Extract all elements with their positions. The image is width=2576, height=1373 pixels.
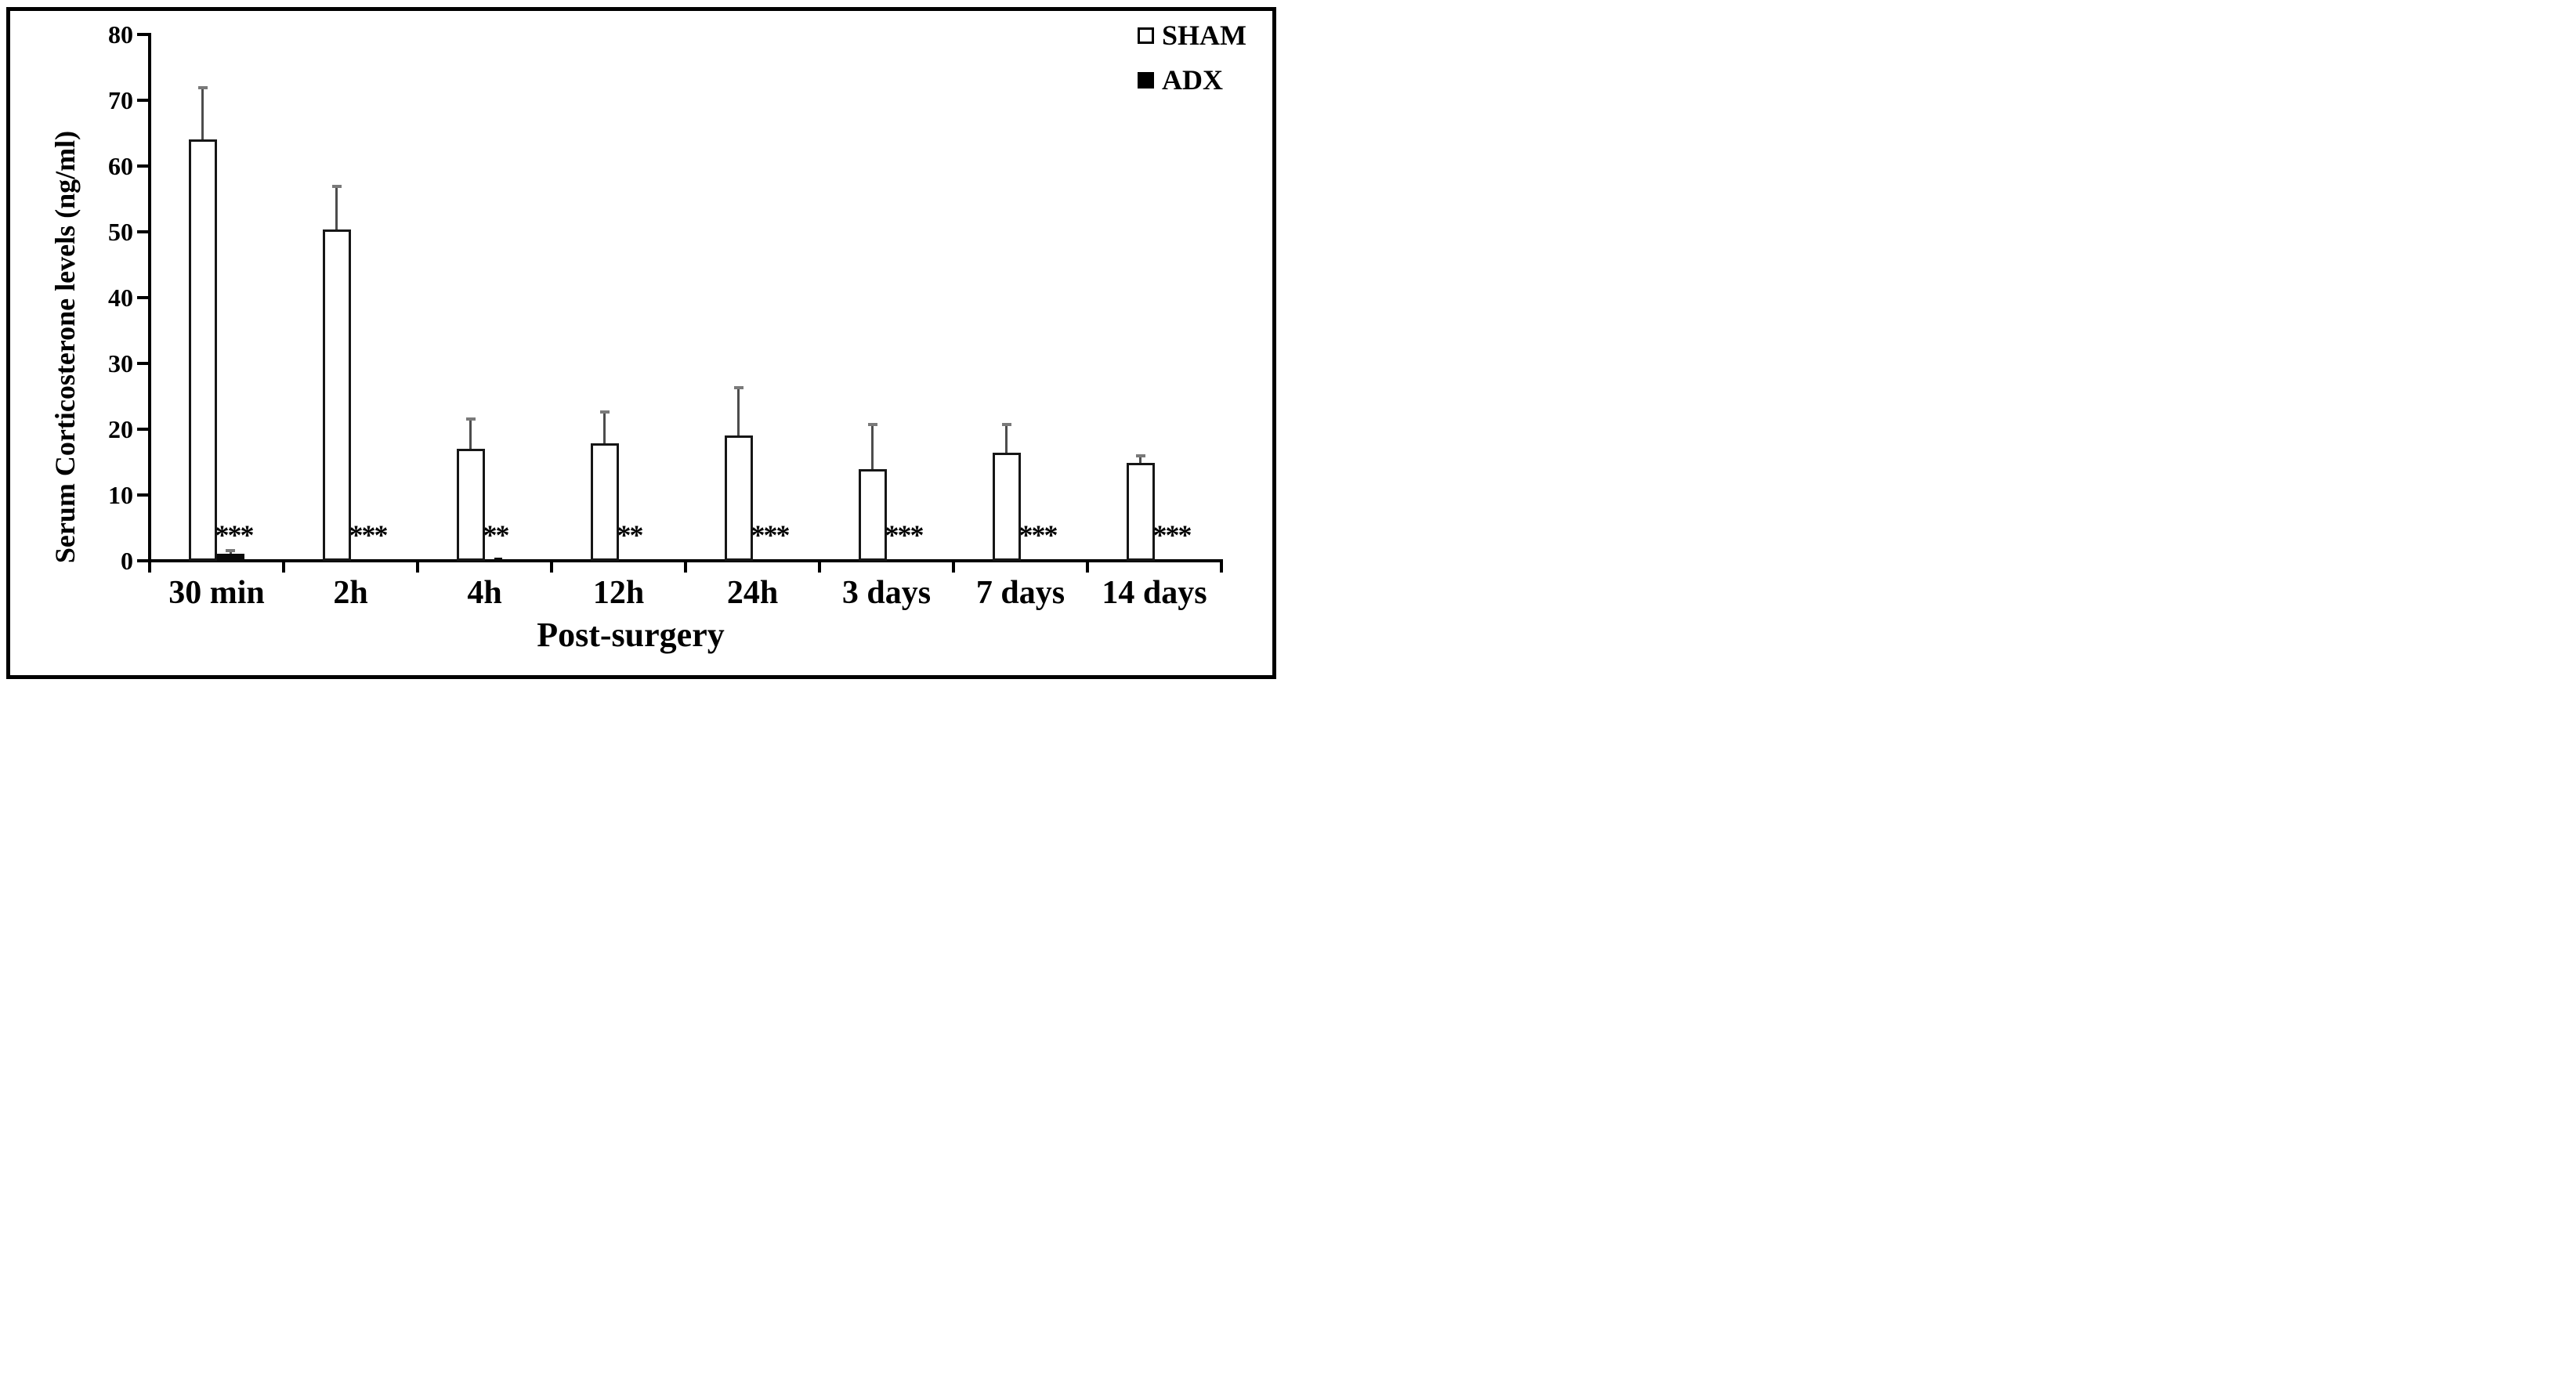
error-bar-stem: [335, 186, 338, 235]
y-tick-label: 80: [108, 20, 133, 49]
significance-marker: ***: [215, 519, 255, 551]
sham-bar: [992, 453, 1021, 561]
y-tick-label: 60: [108, 152, 133, 180]
x-axis-title: Post-surgery: [537, 616, 725, 654]
x-axis-tick: [818, 562, 821, 573]
x-axis-tick: [684, 562, 687, 573]
x-axis-tick: [416, 562, 419, 573]
error-bar-cap: [733, 386, 743, 390]
x-category-label: 2h: [333, 575, 368, 611]
y-axis-tick: [137, 362, 148, 365]
error-bar-stem: [871, 425, 874, 475]
sham-bar: [590, 443, 619, 561]
error-bar-cap: [331, 184, 342, 188]
figure-border: [6, 7, 1276, 679]
sham-bar: [1126, 462, 1155, 561]
error-bar-cap: [1135, 453, 1145, 457]
error-bar-cap: [226, 548, 235, 552]
x-axis-tick: [952, 562, 955, 573]
x-category-label: 3 days: [841, 575, 932, 611]
y-axis-tick: [137, 33, 148, 36]
y-tick-label: 20: [108, 415, 133, 443]
adx-filled-square-icon: [1138, 71, 1154, 89]
x-axis-tick: [1086, 562, 1089, 573]
significance-marker: **: [617, 519, 644, 551]
y-tick-label: 0: [121, 547, 133, 575]
error-bar-cap: [599, 410, 610, 414]
x-axis-tick: [1220, 562, 1223, 573]
y-tick-label: 50: [108, 218, 133, 246]
error-bar-cap: [1001, 423, 1011, 427]
error-bar-stem: [737, 388, 740, 440]
x-axis-line: [148, 559, 1223, 562]
legend: SHAM ADX: [1138, 20, 1246, 115]
x-category-label: 4h: [467, 575, 502, 611]
significance-marker: ***: [1018, 519, 1058, 551]
significance-marker: ***: [751, 519, 791, 551]
y-tick-label: 30: [108, 349, 133, 378]
adx-bar: [494, 557, 502, 561]
error-bar-stem: [603, 411, 606, 448]
sham-bar: [188, 139, 217, 561]
error-bar-cap: [197, 85, 208, 89]
x-category-label: 7 days: [975, 575, 1065, 611]
x-category-label: 14 days: [1102, 575, 1207, 611]
legend-item-adx: ADX: [1138, 64, 1246, 96]
error-bar-stem: [201, 87, 204, 145]
figure: Serum Corticosterone levels (ng/ml) Post…: [0, 0, 1288, 686]
y-tick-label: 10: [108, 481, 133, 509]
legend-item-sham: SHAM: [1138, 20, 1246, 51]
sham-open-square-icon: [1138, 27, 1154, 44]
x-axis-tick: [148, 562, 151, 573]
y-axis-tick: [137, 296, 148, 299]
error-bar-stem: [469, 418, 472, 454]
error-bar-stem: [1005, 425, 1008, 458]
significance-marker: ***: [885, 519, 924, 551]
y-axis-tick: [137, 493, 148, 497]
significance-marker: ***: [349, 519, 389, 551]
y-axis-tick: [137, 164, 148, 168]
y-axis-tick: [137, 428, 148, 431]
x-axis-tick: [550, 562, 553, 573]
x-category-label: 12h: [592, 575, 645, 611]
significance-marker: **: [483, 519, 510, 551]
y-axis-tick: [137, 559, 148, 562]
sham-bar: [456, 449, 485, 561]
y-tick-label: 40: [108, 284, 133, 312]
y-axis-tick: [137, 230, 148, 233]
x-axis-tick: [282, 562, 285, 573]
plot-area: 0 10 20 30 40 50 60 70 80 *** 30 min *** 2h ** 4h ** 12h…: [0, 0, 1288, 686]
y-axis-line: [148, 33, 151, 564]
error-bar-stem: [1139, 455, 1141, 468]
error-bar-cap: [867, 423, 877, 427]
y-tick-label: 70: [108, 86, 133, 114]
x-category-label: 24h: [726, 575, 779, 611]
x-category-label: 30 min: [168, 575, 265, 611]
significance-marker: ***: [1152, 519, 1192, 551]
error-bar-cap: [465, 417, 476, 421]
sham-bar: [858, 469, 887, 561]
legend-label-adx: ADX: [1162, 64, 1223, 96]
adx-bar: [216, 553, 244, 561]
y-axis-tick: [137, 99, 148, 102]
sham-bar: [322, 229, 351, 561]
sham-bar: [724, 435, 753, 561]
legend-label-sham: SHAM: [1162, 20, 1246, 51]
